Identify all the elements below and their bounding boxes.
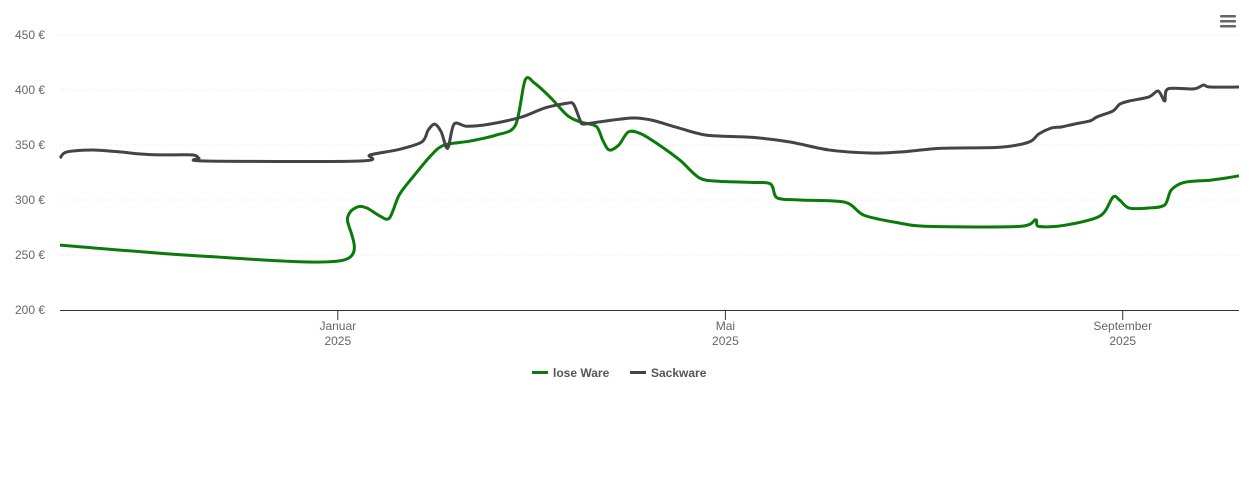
legend-item-lose-ware[interactable]: lose Ware — [532, 366, 610, 380]
y-tick-label: 200 € — [15, 303, 45, 317]
legend-item-sackware[interactable]: Sackware — [630, 366, 707, 380]
y-tick-label: 250 € — [15, 248, 45, 262]
series-line-sackware — [58, 83, 1240, 163]
y-tick-label: 300 € — [15, 193, 45, 207]
hamburger-menu-icon[interactable] — [1216, 10, 1240, 32]
x-tick-label: September — [1093, 319, 1152, 333]
x-tick-label: Mai — [716, 319, 735, 333]
x-tick-label: Januar — [319, 319, 356, 333]
legend-label: Sackware — [651, 366, 707, 380]
x-tick-year: 2025 — [324, 334, 351, 348]
y-tick-label: 400 € — [15, 83, 45, 97]
x-tick-year: 2025 — [1109, 334, 1136, 348]
x-tick-year: 2025 — [712, 334, 739, 348]
y-tick-label: 350 € — [15, 138, 45, 152]
legend-label: lose Ware — [553, 366, 610, 380]
series-line-lose-ware — [59, 76, 1240, 264]
y-tick-label: 450 € — [15, 28, 45, 42]
